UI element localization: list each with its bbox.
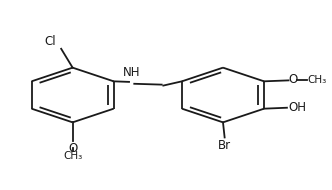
Text: CH₃: CH₃: [63, 151, 82, 161]
Text: CH₃: CH₃: [308, 75, 327, 85]
Text: OH: OH: [289, 101, 306, 114]
Text: NH: NH: [123, 66, 140, 79]
Text: O: O: [68, 142, 77, 155]
Text: Cl: Cl: [44, 35, 56, 48]
Text: O: O: [289, 73, 298, 86]
Text: Br: Br: [218, 139, 231, 152]
